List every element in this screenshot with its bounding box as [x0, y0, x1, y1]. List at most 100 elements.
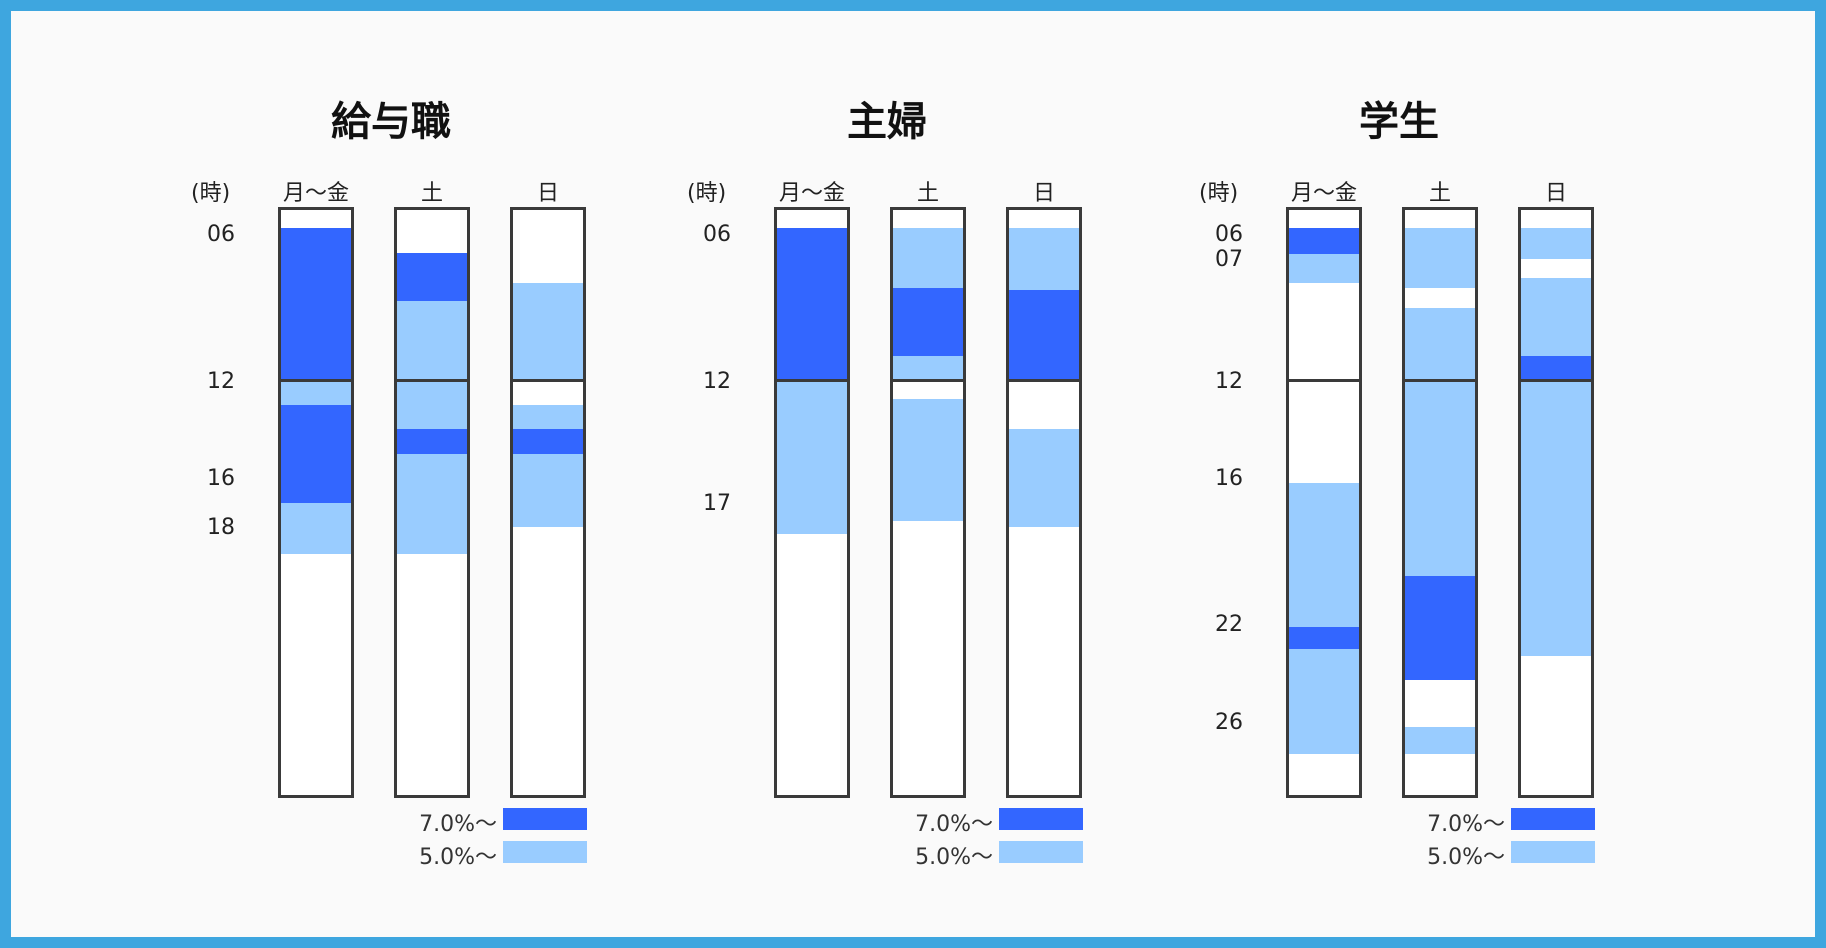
noon-divider-line: [1009, 379, 1079, 383]
viewing-rate-segment-high: [1289, 626, 1359, 649]
chart-panel: 主婦 (時) 06 12 17 月〜金 土 日 7.0%〜 5.0%〜: [587, 11, 1187, 937]
legend-label: 5.0%〜: [915, 845, 993, 870]
noon-divider-line: [777, 379, 847, 383]
viewing-rate-segment-mid: [1289, 253, 1359, 284]
legend-swatch-high: [503, 808, 587, 830]
legend-swatch-high: [999, 808, 1083, 830]
legend-item: 7.0%〜: [1399, 808, 1595, 837]
day-column-label: 土: [420, 181, 443, 206]
hour-tick-label: 26: [1215, 709, 1243, 735]
hour-tick-label: 16: [207, 466, 235, 492]
hour-unit-label: (時): [1199, 181, 1239, 206]
hour-tick-label: 18: [207, 514, 235, 540]
noon-divider-line: [893, 379, 963, 383]
legend-swatch-mid: [999, 841, 1083, 863]
legend-swatch-mid: [503, 841, 587, 863]
hour-tick-label: 06: [703, 222, 731, 248]
day-column: [774, 207, 850, 798]
noon-divider-line: [281, 379, 351, 383]
noon-divider-line: [1405, 379, 1475, 383]
hour-tick-label: 12: [207, 368, 235, 394]
day-column-label: 日: [1544, 181, 1567, 206]
day-column: [278, 207, 354, 798]
day-column-label: 土: [1428, 181, 1451, 206]
day-column-label: 土: [916, 181, 939, 206]
day-column: [510, 207, 586, 798]
panel-title: 給与職: [331, 99, 451, 145]
panel-title: 主婦: [847, 99, 927, 145]
hour-tick-label: 06: [1215, 222, 1243, 248]
viewing-rate-segment-high: [397, 429, 467, 454]
hour-unit-label: (時): [191, 181, 231, 206]
legend-label: 5.0%〜: [419, 845, 497, 870]
legend-item: 5.0%〜: [1399, 841, 1595, 870]
viewing-rate-segment-mid: [1289, 648, 1359, 754]
legend-label: 7.0%〜: [419, 812, 497, 837]
day-column-label: 月〜金: [1290, 181, 1357, 206]
hour-unit-label: (時): [687, 181, 727, 206]
day-column: [1286, 207, 1362, 798]
legend-swatch-high: [1511, 808, 1595, 830]
hour-tick-label: 16: [1215, 466, 1243, 492]
viewing-rate-segment-high: [281, 228, 351, 381]
viewing-rate-segment-mid: [397, 380, 467, 430]
panel-title: 学生: [1359, 99, 1439, 145]
hour-tick-label: 22: [1215, 612, 1243, 638]
day-column: [1402, 207, 1478, 798]
viewing-rate-segment-mid: [281, 502, 351, 554]
viewing-rate-segment-mid: [1521, 228, 1591, 259]
hour-tick-label: 12: [1215, 368, 1243, 394]
viewing-rate-segment-mid: [893, 356, 963, 381]
legend-swatch-mid: [1511, 841, 1595, 863]
chart-frame: 給与職 (時) 06 12 16 18 月〜金 土 日 7.0%〜 5.0%〜 主婦 (時) 06 12 17…: [11, 11, 1815, 937]
chart-panel: 学生 (時) 06 07 12 16 22 26 月〜金 土 日 7.0%〜 5.0%〜: [1099, 11, 1699, 937]
day-column-label: 月〜金: [282, 181, 349, 206]
day-column-label: 日: [536, 181, 559, 206]
noon-divider-line: [1521, 379, 1591, 383]
viewing-rate-segment-mid: [281, 380, 351, 405]
viewing-rate-segment-mid: [893, 228, 963, 288]
day-column: [1006, 207, 1082, 798]
viewing-rate-segment-high: [281, 405, 351, 503]
chart-panel: 給与職 (時) 06 12 16 18 月〜金 土 日 7.0%〜 5.0%〜: [91, 11, 691, 937]
viewing-rate-segment-mid: [513, 283, 583, 381]
hour-tick-label: 17: [703, 490, 731, 516]
viewing-rate-segment-high: [1009, 290, 1079, 381]
viewing-rate-segment-mid: [513, 453, 583, 527]
viewing-rate-segment-mid: [1009, 429, 1079, 527]
hour-tick-label: 12: [703, 368, 731, 394]
viewing-rate-segment-mid: [1405, 307, 1475, 381]
viewing-rate-segment-mid: [1289, 483, 1359, 627]
viewing-rate-segment-mid: [1521, 380, 1591, 657]
viewing-rate-segment-high: [1521, 356, 1591, 381]
legend-label: 5.0%〜: [1427, 845, 1505, 870]
legend-item: 7.0%〜: [887, 808, 1083, 837]
viewing-rate-segment-mid: [1405, 228, 1475, 288]
viewing-rate-segment-mid: [1009, 228, 1079, 291]
day-column: [1518, 207, 1594, 798]
viewing-rate-segment-mid: [1521, 278, 1591, 357]
viewing-rate-segment-mid: [1405, 726, 1475, 754]
viewing-rate-segment-high: [893, 288, 963, 357]
chart-panels: 給与職 (時) 06 12 16 18 月〜金 土 日 7.0%〜 5.0%〜 主婦 (時) 06 12 17…: [11, 11, 1815, 937]
viewing-rate-segment-high: [513, 429, 583, 454]
viewing-rate-segment-mid: [513, 405, 583, 430]
viewing-rate-segment-mid: [397, 301, 467, 381]
legend-label: 7.0%〜: [915, 812, 993, 837]
viewing-rate-segment-mid: [777, 380, 847, 535]
viewing-rate-segment-mid: [397, 453, 467, 554]
hour-tick-label: 06: [207, 222, 235, 248]
viewing-rate-segment-mid: [893, 398, 963, 521]
legend-item: 7.0%〜: [391, 808, 587, 837]
noon-divider-line: [397, 379, 467, 383]
viewing-rate-segment-high: [1405, 575, 1475, 681]
noon-divider-line: [1289, 379, 1359, 383]
viewing-rate-segment-high: [397, 252, 467, 302]
day-column-label: 日: [1032, 181, 1055, 206]
hour-tick-label: 07: [1215, 246, 1243, 272]
noon-divider-line: [513, 379, 583, 383]
legend-item: 5.0%〜: [887, 841, 1083, 870]
viewing-rate-segment-high: [777, 228, 847, 381]
day-column-label: 月〜金: [778, 181, 845, 206]
viewing-rate-segment-high: [1289, 228, 1359, 254]
